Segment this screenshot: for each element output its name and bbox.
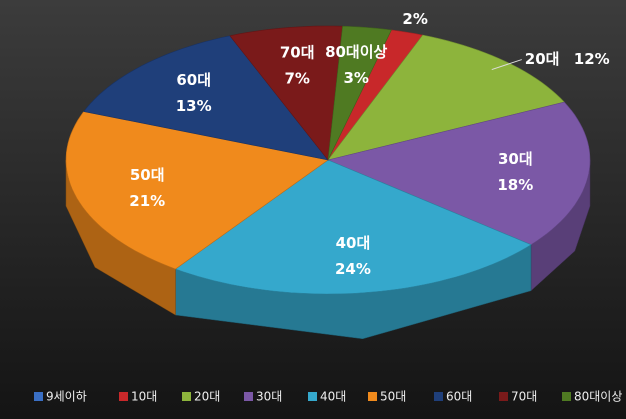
legend-swatch [434, 392, 443, 401]
pie-tops [65, 25, 591, 295]
data-label-category: 70대 [280, 43, 315, 61]
data-labels: 2% 20대 12% 30대 18% 40대 24% 50대 21% 60대 13% 70대 7% 80대… [129, 10, 609, 278]
data-label: 24% [335, 260, 371, 278]
legend-swatch [308, 392, 317, 401]
legend-label: 50대 [380, 390, 406, 404]
legend-label: 70대 [511, 390, 537, 404]
legend-label: 60대 [446, 390, 472, 404]
data-label: 3% [343, 69, 368, 87]
pie-slice [83, 35, 329, 161]
data-label: 12% [574, 50, 610, 68]
data-label: 21% [129, 192, 165, 210]
pie-slice [174, 159, 532, 295]
data-label-category: 30대 [498, 150, 533, 168]
legend: 9세이하 10대 20대 30대 40대 50대 60대 70대 80대이상 [34, 390, 622, 404]
legend-swatch [34, 392, 43, 401]
data-label-category: 20대 [525, 50, 560, 68]
legend-swatch [368, 392, 377, 401]
leader-line [491, 59, 522, 71]
legend-label: 80대이상 [574, 390, 622, 404]
data-label: 2% [402, 10, 427, 28]
pie-slice [327, 101, 591, 246]
data-label-category: 80대이상 [325, 43, 387, 61]
pie-slice [229, 25, 343, 161]
legend-swatch [119, 392, 128, 401]
legend-label: 9세이하 [46, 390, 87, 404]
legend-swatch [182, 392, 191, 401]
data-label-category: 50대 [130, 166, 165, 184]
legend-swatch [499, 392, 508, 401]
data-label: 18% [497, 176, 533, 194]
data-label-category: 40대 [336, 234, 371, 252]
pie-slice [327, 34, 565, 161]
legend-swatch [244, 392, 253, 401]
legend-label: 30대 [256, 390, 282, 404]
pie-slice [65, 111, 329, 270]
data-label: 13% [176, 97, 212, 115]
legend-swatch [562, 392, 571, 401]
data-label-category: 60대 [176, 71, 211, 89]
pie-slice [327, 25, 392, 161]
legend-label: 20대 [194, 390, 220, 404]
data-label: 7% [284, 69, 309, 87]
legend-label: 40대 [320, 390, 346, 404]
legend-label: 10대 [131, 390, 157, 404]
